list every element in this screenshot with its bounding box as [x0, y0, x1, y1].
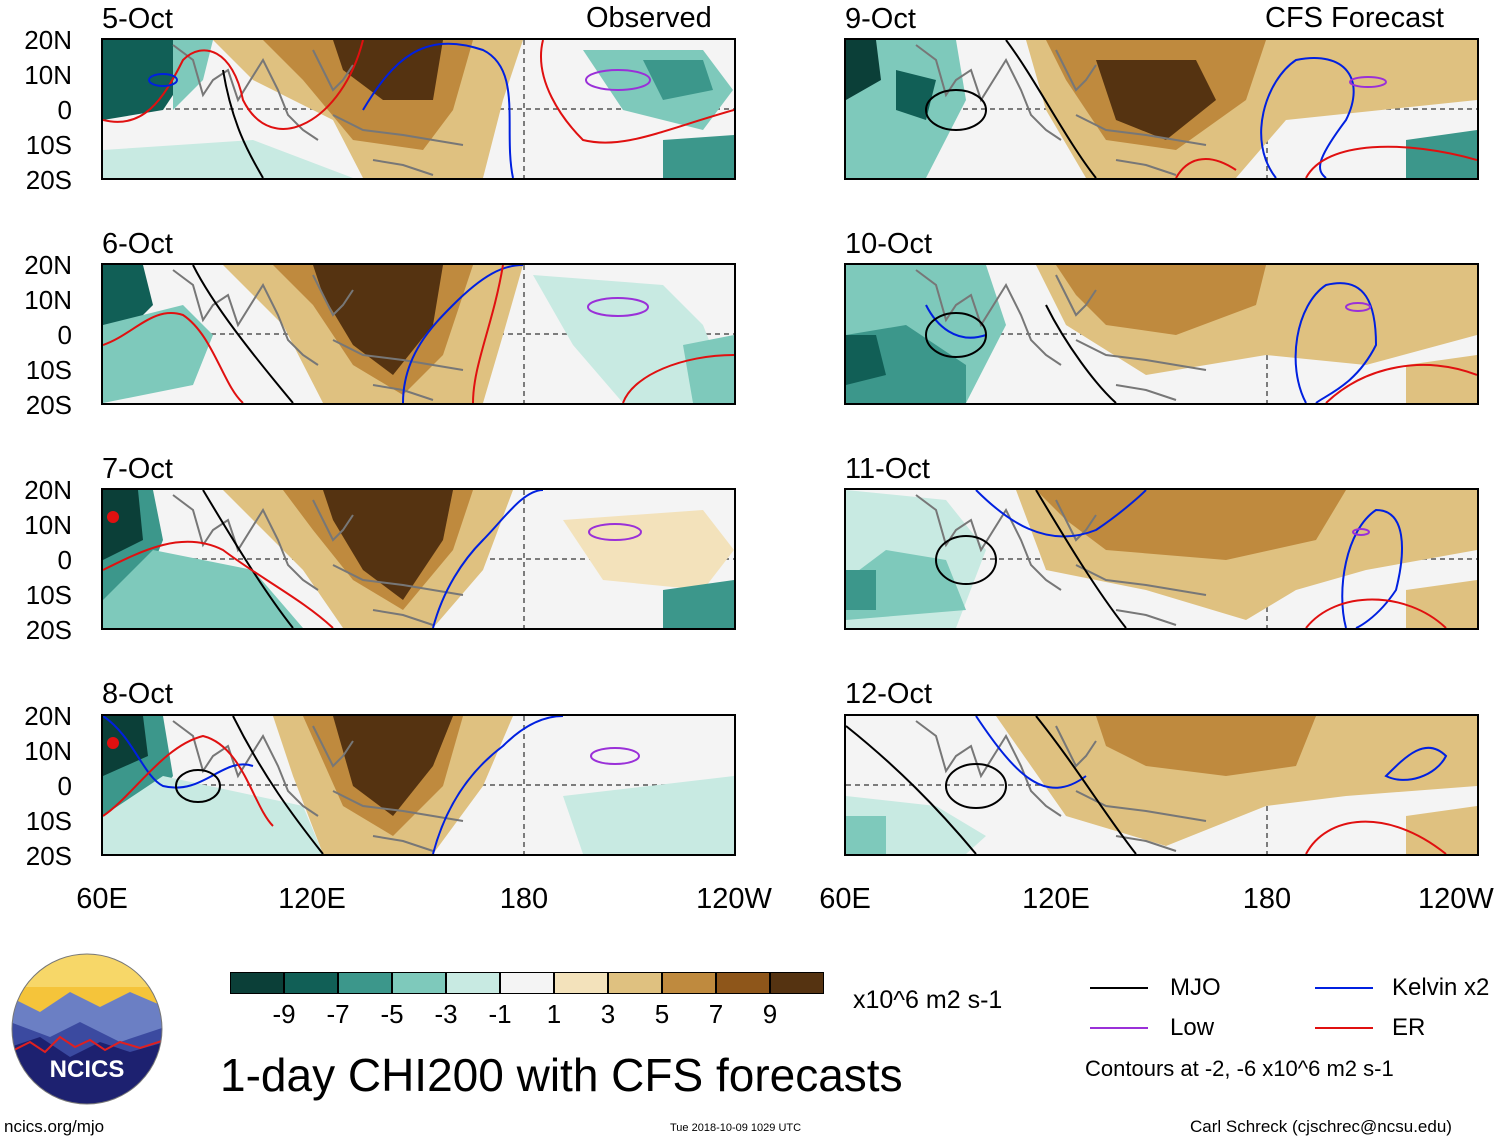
lon-label: 180 [499, 883, 549, 915]
lat-label: 10N [24, 510, 72, 540]
observed-title: Observed [586, 2, 712, 34]
colorbar-swatch [770, 972, 824, 994]
legend-label: Kelvin x2 [1392, 974, 1490, 1001]
panel-date: 11-Oct [845, 453, 930, 485]
lat-label: 10S [25, 580, 72, 610]
cfs-forecast-title: CFS Forecast [1265, 2, 1444, 34]
colorbar-label: -7 [326, 999, 350, 1029]
colorbar-label: 9 [762, 999, 778, 1029]
lat-label: 10N [24, 285, 72, 315]
lon-label: 120W [696, 883, 772, 915]
footer-timestamp: Tue 2018-10-09 1029 UTC [670, 1122, 802, 1134]
colorbar-swatch [554, 972, 608, 994]
lat-label: 20N [24, 250, 72, 280]
colorbar-label: 3 [600, 999, 616, 1029]
legend-label: MJO [1170, 974, 1221, 1001]
colorbar-swatch [716, 972, 770, 994]
lat-label: 0 [57, 545, 72, 575]
map-panel-forecast-4 [844, 714, 1479, 856]
colorbar-label: -9 [272, 999, 296, 1029]
colorbar-swatch [662, 972, 716, 994]
colorbar-label: -3 [434, 999, 458, 1029]
lat-label: 20S [25, 165, 72, 195]
panel-date: 8-Oct [102, 678, 173, 710]
lat-label: 20S [25, 841, 72, 871]
colorbar-swatch [608, 972, 662, 994]
main-title: 1-day CHI200 with CFS forecasts [220, 1049, 903, 1101]
colorbar-swatch [500, 972, 554, 994]
colorbar-label: 5 [654, 999, 670, 1029]
map-panel-observed-2 [101, 263, 736, 405]
colorbar-swatch [284, 972, 338, 994]
lat-label: 10N [24, 736, 72, 766]
legend-note: Contours at -2, -6 x10^6 m2 s-1 [1085, 1056, 1394, 1081]
panel-date: 10-Oct [845, 228, 933, 260]
lat-label: 10S [25, 355, 72, 385]
colorbar-label: 1 [546, 999, 562, 1029]
lat-label: 20N [24, 701, 72, 731]
colorbar-units: x10^6 m2 s-1 [853, 986, 1003, 1014]
lon-label: 60E [819, 883, 871, 915]
legend-line-low [1090, 1027, 1148, 1029]
legend-label: ER [1392, 1014, 1426, 1041]
lat-label: 10N [24, 60, 72, 90]
colorbar-swatch [230, 972, 284, 994]
map-panel-observed-3 [101, 488, 736, 630]
map-panel-forecast-2 [844, 263, 1479, 405]
legend-line-mjo [1090, 987, 1148, 989]
map-panel-observed-1 [101, 38, 736, 180]
lat-label: 20N [24, 25, 72, 55]
lat-label: 0 [57, 320, 72, 350]
panel-date: 7-Oct [102, 453, 173, 485]
lat-label: 20S [25, 615, 72, 645]
lon-label: 60E [76, 883, 128, 915]
lat-label: 0 [57, 95, 72, 125]
legend-line-er [1315, 1027, 1373, 1029]
panel-date: 6-Oct [102, 228, 173, 260]
map-panel-forecast-3 [844, 488, 1479, 630]
footer-credit: Carl Schreck (cjschrec@ncsu.edu) [1190, 1117, 1452, 1136]
map-panel-forecast-1 [844, 38, 1479, 180]
footer-url[interactable]: ncics.org/mjo [4, 1117, 105, 1136]
panel-date: 5-Oct [102, 3, 173, 35]
lon-label: 120E [278, 883, 346, 915]
colorbar-swatch [446, 972, 500, 994]
lon-label: 120E [1022, 883, 1090, 915]
map-panel-observed-4 [101, 714, 736, 856]
ncics-logo: NCICS [11, 953, 163, 1105]
legend-label: Low [1170, 1014, 1215, 1041]
panel-date: 12-Oct [845, 678, 933, 710]
logo-text: NCICS [50, 1056, 125, 1083]
colorbar-swatch [392, 972, 446, 994]
lon-label: 180 [1242, 883, 1292, 915]
lat-label: 10S [25, 130, 72, 160]
lat-label: 20S [25, 390, 72, 420]
colorbar-label: -5 [380, 999, 404, 1029]
panel-date: 9-Oct [845, 3, 916, 35]
colorbar-swatch [338, 972, 392, 994]
lon-label: 120W [1418, 883, 1494, 915]
lat-label: 20N [24, 475, 72, 505]
colorbar-label: 7 [708, 999, 724, 1029]
lat-label: 10S [25, 806, 72, 836]
legend-line-kelvin [1315, 987, 1373, 989]
lat-label: 0 [57, 771, 72, 801]
colorbar-label: -1 [488, 999, 512, 1029]
